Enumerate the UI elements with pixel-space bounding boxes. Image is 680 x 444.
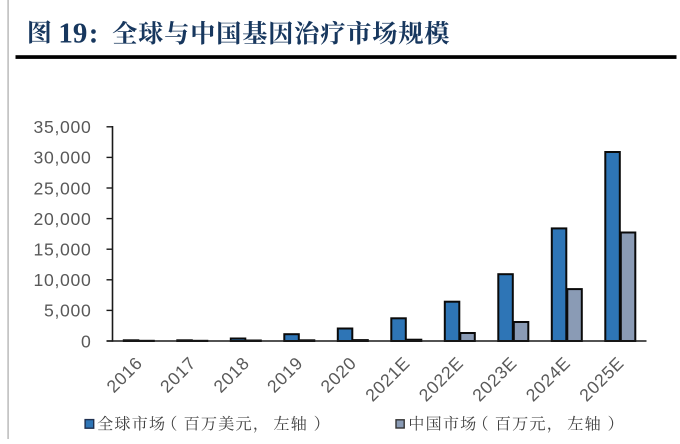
svg-text:20,000: 20,000 (33, 209, 91, 229)
svg-text:35,000: 35,000 (33, 117, 91, 137)
svg-text:25,000: 25,000 (33, 178, 91, 198)
svg-text::: : (89, 17, 99, 49)
svg-text:15,000: 15,000 (33, 240, 91, 260)
svg-text:10,000: 10,000 (33, 270, 91, 290)
svg-text:30,000: 30,000 (33, 148, 91, 168)
svg-text:5,000: 5,000 (44, 301, 92, 321)
svg-text:19: 19 (58, 17, 87, 49)
svg-text:0: 0 (81, 331, 92, 351)
